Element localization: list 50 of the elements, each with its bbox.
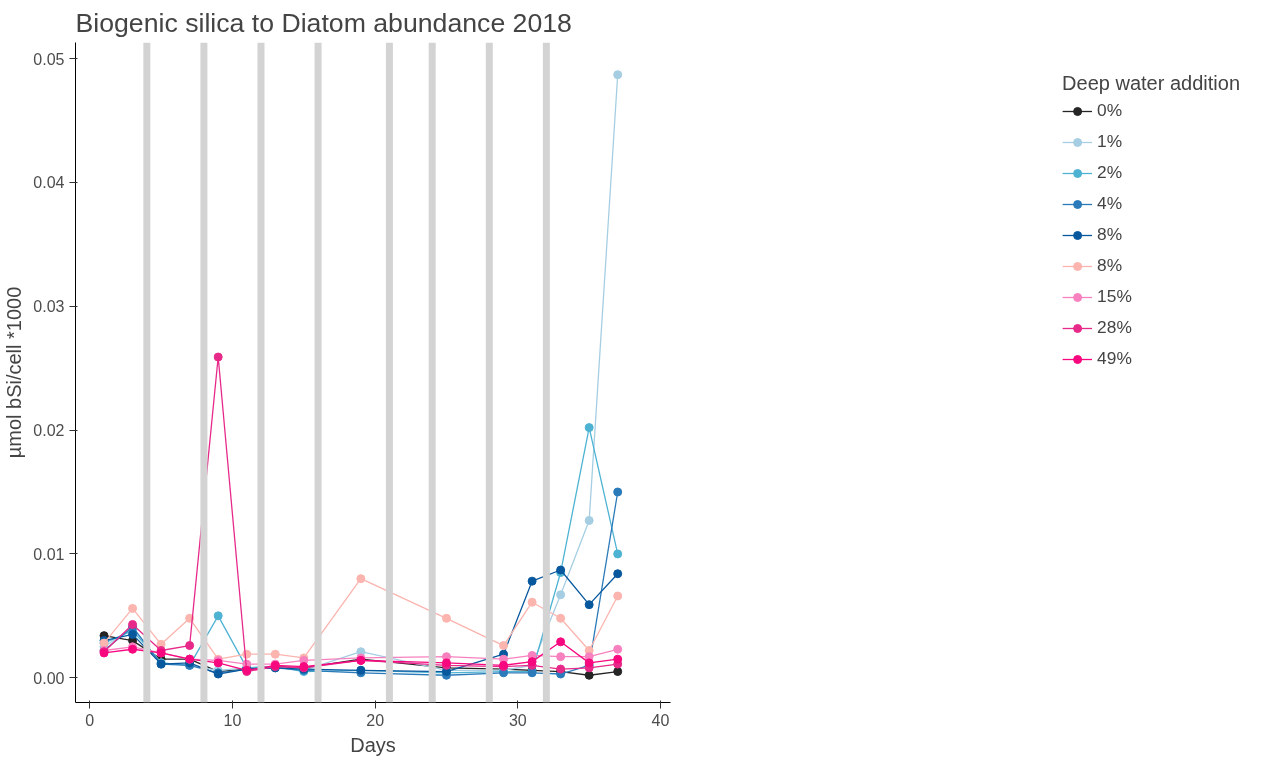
- point: [613, 487, 623, 497]
- point: [613, 591, 623, 601]
- point: [584, 670, 594, 680]
- point: [556, 590, 566, 600]
- point: [270, 649, 280, 659]
- point: [584, 423, 594, 433]
- legend-label: 8%: [1097, 224, 1123, 245]
- point: [441, 613, 451, 623]
- x-tick-label: 30: [508, 711, 527, 729]
- legend-label: 8%: [1097, 255, 1123, 276]
- point: [556, 613, 566, 623]
- x-tick-label: 20: [366, 711, 385, 729]
- point: [185, 641, 195, 651]
- point: [556, 637, 566, 647]
- point: [128, 603, 138, 613]
- point: [584, 600, 594, 610]
- point: [499, 641, 509, 651]
- point: [584, 515, 594, 525]
- legend-title: Deep water addition: [1062, 72, 1240, 95]
- point: [613, 667, 623, 677]
- legend-label: 49%: [1097, 348, 1132, 369]
- legend-label: 4%: [1097, 193, 1123, 214]
- x-tick-label: 40: [651, 711, 670, 729]
- chart-title: Biogenic silica to Diatom abundance 2018: [75, 7, 572, 38]
- legend-label: 2%: [1097, 162, 1123, 183]
- point: [613, 654, 623, 664]
- y-tick-label: 0.03: [33, 298, 65, 316]
- point: [556, 652, 566, 662]
- y-tick-label: 0.04: [33, 174, 65, 192]
- legend-label: 15%: [1097, 286, 1132, 307]
- x-axis-title: Days: [350, 733, 396, 756]
- point: [213, 352, 223, 362]
- point: [613, 70, 623, 80]
- y-tick-label: 0.01: [33, 545, 65, 563]
- point: [213, 611, 223, 621]
- x-tick-label: 0: [85, 711, 95, 729]
- x-tick-label: 10: [223, 711, 242, 729]
- y-axis-title: µmol bSi/cell *1000: [3, 286, 26, 459]
- point: [527, 576, 537, 586]
- point: [356, 574, 366, 584]
- point: [613, 644, 623, 654]
- legend-label: 0%: [1097, 100, 1123, 121]
- y-tick-label: 0.02: [33, 422, 65, 440]
- y-tick-label: 0.00: [33, 669, 65, 687]
- legend-label: 28%: [1097, 317, 1132, 338]
- point: [527, 597, 537, 607]
- y-tick-label: 0.05: [33, 50, 65, 68]
- legend-label: 1%: [1097, 131, 1123, 152]
- point: [613, 549, 623, 559]
- point: [613, 569, 623, 579]
